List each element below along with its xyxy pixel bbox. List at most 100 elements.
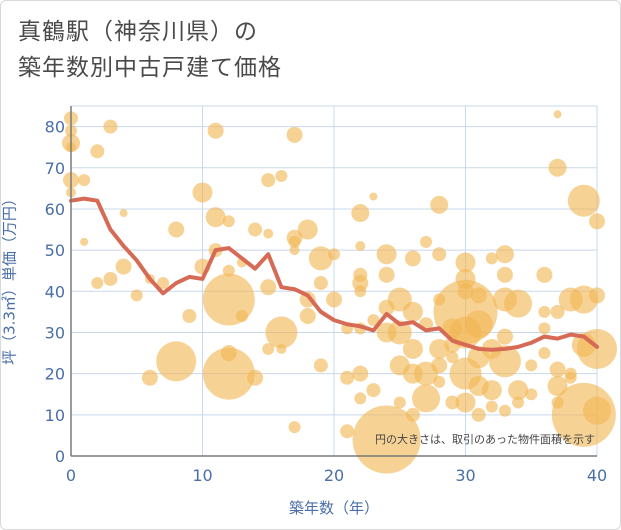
- bubble-75: [387, 320, 412, 345]
- bubble-114: [496, 266, 513, 283]
- bubble-28: [220, 345, 237, 362]
- x-tick-label-10: 10: [192, 466, 212, 485]
- x-tick-label-30: 30: [455, 466, 475, 485]
- chart-title: 真鶴駅（神奈川県）の 築年数別中古戸建て価格: [18, 14, 282, 86]
- y-tick-label-80: 80: [45, 118, 65, 137]
- bubble-23: [207, 122, 224, 139]
- bubble-120: [508, 380, 529, 401]
- bubble-7: [80, 237, 89, 246]
- bubble-105: [464, 310, 493, 339]
- bubble-41: [276, 343, 287, 354]
- bubble-39: [275, 170, 288, 182]
- bubble-144: [589, 287, 605, 304]
- bubble-54: [326, 291, 342, 308]
- chart-title-line-1: 真鶴駅（神奈川県）の: [18, 19, 258, 45]
- bubble-96: [445, 395, 460, 410]
- bubble-87: [432, 247, 447, 262]
- chart-title-line-2: 築年数別中古戸建て価格: [18, 55, 282, 81]
- bubble-11: [103, 271, 118, 286]
- bubble-117: [488, 345, 521, 378]
- bubble-66: [366, 383, 381, 398]
- bubble-48: [299, 308, 316, 324]
- bubble-37: [262, 342, 275, 355]
- tick-labels: 0 10 20 30 40 50 60 70 80 0 10 20 30 40: [45, 118, 608, 485]
- bubble-88: [430, 195, 449, 214]
- bubble-30: [222, 264, 235, 277]
- trend-line-layer: [69, 196, 599, 352]
- y-tick-label-70: 70: [45, 159, 65, 178]
- y-tick-label-50: 50: [45, 241, 65, 260]
- bubble-6: [78, 174, 91, 187]
- bubble-20: [182, 309, 197, 323]
- bubble-51: [313, 276, 328, 291]
- bubble-82: [405, 407, 420, 422]
- bubble-92: [433, 375, 446, 388]
- bubble-24: [205, 207, 226, 228]
- bubble-12: [119, 209, 128, 218]
- bubble-126: [538, 322, 551, 335]
- bubble-40: [265, 316, 298, 349]
- y-tick-label-20: 20: [45, 365, 65, 384]
- bubble-68: [369, 192, 378, 201]
- axes-layer: [70, 106, 597, 457]
- bubble-136: [564, 371, 577, 384]
- bubble-15: [141, 369, 158, 386]
- bubble-58: [351, 204, 370, 223]
- bubble-123: [525, 388, 538, 401]
- bubble-112: [485, 400, 498, 413]
- bubble-142: [583, 396, 611, 425]
- bubble-86: [412, 384, 441, 413]
- bubble-18: [168, 221, 185, 238]
- bubble-13: [115, 258, 132, 275]
- bubble-79: [402, 301, 423, 322]
- bubble-64: [352, 365, 369, 382]
- bubble-50: [308, 246, 333, 271]
- bubble-78: [404, 250, 421, 267]
- y-tick-label-40: 40: [45, 282, 65, 301]
- bubble-109: [485, 252, 498, 265]
- bubble-52: [313, 358, 328, 373]
- x-tick-label-20: 20: [324, 466, 344, 485]
- bubble-129: [553, 110, 562, 119]
- bubble-83: [420, 235, 433, 248]
- bubble-layer: [62, 110, 617, 474]
- x-axis-label: 築年数（年）: [288, 499, 380, 517]
- bubble-45: [289, 245, 300, 256]
- bubble-34: [247, 369, 264, 386]
- bubble-124: [538, 305, 551, 318]
- bubble-29: [222, 215, 235, 228]
- bubble-137: [567, 184, 600, 217]
- x-tick-label-0: 0: [66, 466, 76, 485]
- bubble-121: [512, 396, 525, 409]
- bubble-56: [340, 370, 355, 385]
- bubble-46: [288, 421, 301, 434]
- bubble-118: [498, 404, 511, 417]
- y-tick-label-60: 60: [45, 200, 65, 219]
- bubble-80: [402, 338, 423, 359]
- bubble-131: [549, 361, 566, 378]
- bubble-38: [263, 228, 274, 239]
- bubble-47: [297, 219, 318, 240]
- bubble-128: [548, 158, 567, 177]
- bubble-104: [470, 287, 487, 304]
- bubble-70: [378, 266, 395, 283]
- bubble-97: [455, 252, 476, 273]
- bubble-35: [261, 173, 276, 188]
- bubble-44: [288, 235, 301, 248]
- bubble-90: [429, 338, 450, 359]
- bubble-62: [354, 285, 367, 298]
- bubble-42: [286, 126, 303, 143]
- bubble-10: [103, 119, 118, 134]
- bubble-57: [340, 424, 355, 439]
- bubble-130: [550, 304, 565, 319]
- bubble-95: [446, 351, 459, 364]
- bubble-77: [393, 396, 406, 409]
- bubble-27: [202, 347, 255, 400]
- bubble-36: [260, 279, 277, 296]
- bubble-8: [90, 144, 105, 159]
- bubble-14: [130, 289, 143, 302]
- bubble-116: [496, 328, 513, 345]
- y-tick-label-30: 30: [45, 323, 65, 342]
